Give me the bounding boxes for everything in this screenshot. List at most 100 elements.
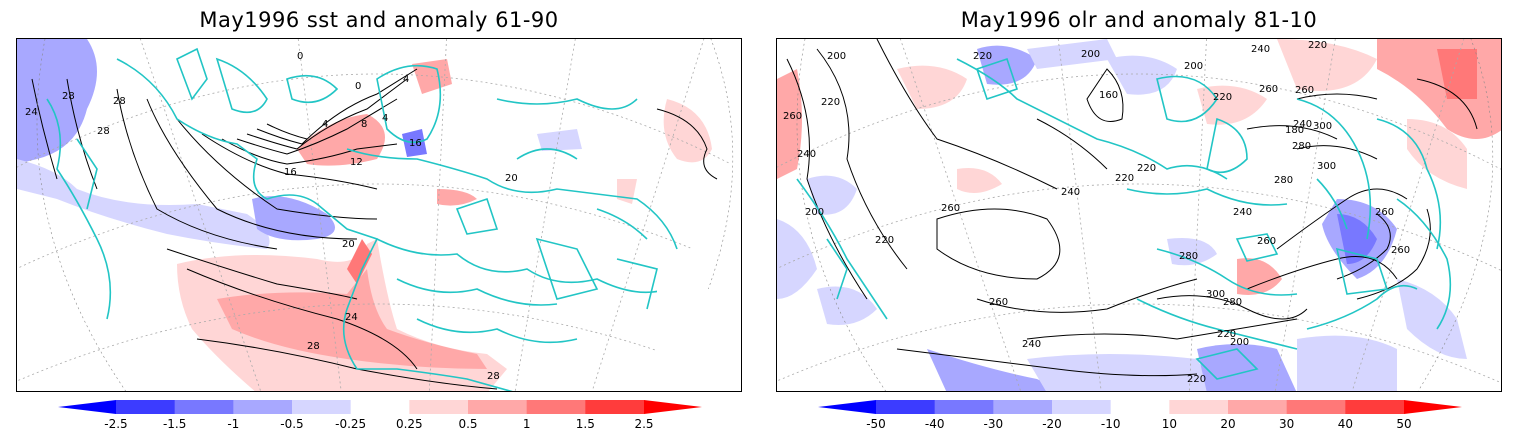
contour-label: 12 (350, 157, 363, 168)
contour-label: 0 (355, 81, 361, 92)
contour-label: 220 (1213, 92, 1232, 103)
sst-hemisphere-edge-left (36, 39, 127, 391)
contour-label: 220 (1187, 374, 1206, 385)
sst-colorbar-swatch (116, 400, 176, 414)
olr-colorbar-tick-label: -40 (925, 417, 945, 430)
contour-label: 200 (827, 51, 846, 62)
panel-title-olr: May1996 olr and anomaly 81-10 (960, 8, 1318, 32)
contour-label: 20 (342, 239, 355, 250)
sst-colorbar-swatch (409, 400, 469, 414)
contour-label: 260 (1391, 245, 1410, 256)
sst-colorbar-tick-label: 2.5 (634, 417, 653, 430)
sst-colorbar-tick-label: 0.25 (396, 417, 423, 430)
sst-colorbar-swatch (292, 400, 352, 414)
olr-colorbar-svg: -50 -40 -30 -20 -10 10 20 30 40 50 (818, 400, 1462, 430)
olr-hemisphere-edge-left (796, 39, 887, 391)
contour-label: 4 (322, 119, 328, 130)
contour-label: 300 (1206, 289, 1225, 300)
sst-outside-region (657, 289, 741, 391)
contour-label: 24 (25, 107, 38, 118)
olr-colorbar-tick-label: -20 (1042, 417, 1062, 430)
contour-label: 28 (307, 341, 320, 352)
sst-coastlines (46, 47, 678, 391)
sst-colorbar-tick-label: -0.25 (335, 417, 366, 430)
contour-label: 280 (1179, 251, 1198, 262)
olr-colorbar-swatch (876, 400, 936, 414)
sst-colorbar-swatch (350, 400, 410, 414)
sst-contours (31, 68, 718, 390)
sst-contour-labels: 0 0 4 4 4 8 12 16 16 20 20 24 24 28 28 2… (25, 51, 518, 382)
olr-contour-labels: 200 200 200 200 200 220 220 220 220 220 … (783, 40, 1410, 385)
olr-colorbar-arrow-right (1404, 400, 1462, 414)
contour-label: 280 (1274, 175, 1293, 186)
olr-colorbar-swatch (1286, 400, 1346, 414)
contour-label: 240 (1251, 44, 1270, 55)
contour-label: 240 (1061, 187, 1080, 198)
olr-colorbar-swatch (934, 400, 994, 414)
contour-label: 240 (1233, 207, 1252, 218)
contour-label: 240 (797, 149, 816, 160)
contour-label: 28 (487, 371, 500, 382)
contour-label: 180 (1285, 125, 1304, 136)
contour-label: 4 (382, 113, 388, 124)
sst-colorbar-swatch (174, 400, 234, 414)
olr-colorbar-tick-label: 50 (1396, 417, 1411, 430)
sst-colorbar-swatch (468, 400, 528, 414)
contour-label: 28 (62, 91, 75, 102)
olr-map: 200 200 200 200 200 220 220 220 220 220 … (776, 38, 1502, 392)
sst-colorbar-swatch (233, 400, 293, 414)
contour-label: 200 (1184, 61, 1203, 72)
olr-colorbar-swatch (993, 400, 1053, 414)
contour-label: 220 (973, 51, 992, 62)
olr-graticule (777, 39, 1501, 391)
contour-label: 160 (1099, 90, 1118, 101)
sst-colorbar-arrow-right (644, 400, 702, 414)
contour-label: 220 (1308, 40, 1327, 51)
olr-colorbar-tick-label: 20 (1220, 417, 1235, 430)
contour-label: 260 (783, 111, 802, 122)
contour-label: 260 (1295, 85, 1314, 96)
olr-colorbar: -50 -40 -30 -20 -10 10 20 30 40 50 (818, 398, 1462, 430)
contour-label: 260 (989, 297, 1008, 308)
olr-colorbar-swatch (1110, 400, 1170, 414)
sst-map-canvas: 0 0 4 4 4 8 12 16 16 20 20 24 24 28 28 2… (17, 39, 741, 391)
sst-colorbar-arrow-left (58, 400, 116, 414)
olr-map-canvas: 200 200 200 200 200 220 220 220 220 220 … (777, 39, 1501, 391)
sst-colorbar-tick-label: 1 (523, 417, 531, 430)
anomaly-red-blacksea (617, 179, 637, 204)
contour-label: 220 (821, 97, 840, 108)
contour-label: 260 (941, 203, 960, 214)
contour-label: 260 (1257, 236, 1276, 247)
sst-colorbar-tick-label: -1 (227, 417, 239, 430)
sst-colorbar-tick-label: 1.5 (576, 417, 595, 430)
sst-map: 0 0 4 4 4 8 12 16 16 20 20 24 24 28 28 2… (16, 38, 742, 392)
contour-label: 260 (1259, 84, 1278, 95)
anomaly-red-coast (347, 239, 372, 284)
contour-label: 220 (875, 235, 894, 246)
sst-colorbar-tick-label: 0.5 (458, 417, 477, 430)
anomaly-red-med (437, 189, 477, 206)
contour-label: 16 (409, 138, 422, 149)
contour-label: 20 (505, 173, 518, 184)
olr-contours (786, 39, 1478, 377)
contour-label: 24 (345, 312, 358, 323)
olr-colorbar-tick-label: -50 (866, 417, 886, 430)
olr-colorbar-swatch (1345, 400, 1405, 414)
sst-colorbar-tick-label: -2.5 (104, 417, 127, 430)
contour-label: 28 (113, 96, 126, 107)
contour-label: 200 (1230, 337, 1249, 348)
olr-colorbar-arrow-left (818, 400, 876, 414)
olr-colorbar-tick-label: 10 (1162, 417, 1177, 430)
anomaly-red-south-mid (217, 269, 487, 369)
sst-colorbar-tick-label: -0.5 (280, 417, 303, 430)
contour-label: 220 (1137, 163, 1156, 174)
olr-colorbar-swatch (1169, 400, 1229, 414)
contour-label: 300 (1313, 121, 1332, 132)
contour-label: 16 (284, 167, 297, 178)
olr-colorbar-swatch (1228, 400, 1288, 414)
anomaly-blue-caspian (537, 129, 582, 151)
sst-colorbar-tick-label: -1.5 (163, 417, 186, 430)
contour-label: 200 (1081, 49, 1100, 60)
contour-label: 200 (805, 207, 824, 218)
contour-label: 280 (1223, 297, 1242, 308)
